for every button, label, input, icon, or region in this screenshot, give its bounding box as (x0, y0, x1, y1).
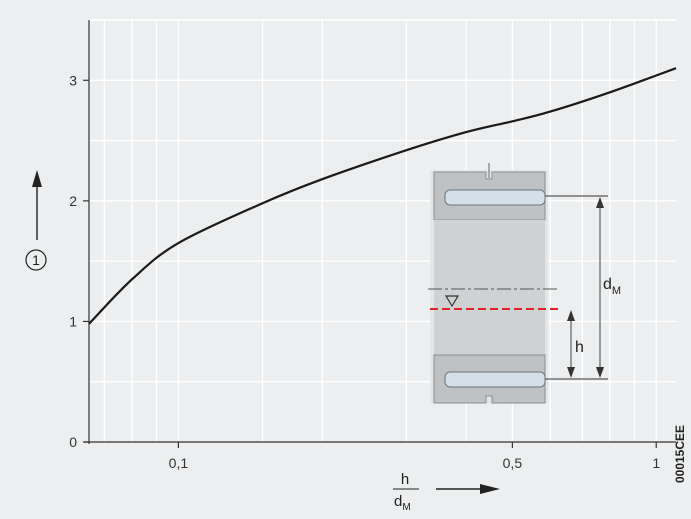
inset-bore (434, 220, 545, 355)
inset-roller-top (444, 189, 546, 206)
series (88, 67, 677, 325)
y-axis-label: 1 (25, 170, 47, 271)
y-axis-label-marker: 1 (32, 252, 40, 268)
inset-dm-arrow-top (596, 197, 604, 208)
grid (89, 19, 676, 442)
inset-level-symbol (444, 295, 460, 308)
bearing-inset-diagram: dM h (428, 163, 621, 404)
figure-code: 00015CEE (673, 425, 687, 483)
inset-roller-bottom (444, 371, 546, 388)
x-tick-label: 0,1 (169, 455, 189, 471)
inset-h-label: h (575, 339, 584, 356)
inset-dm-label: dM (603, 276, 621, 297)
y-tick-label: 0 (69, 434, 77, 450)
y-tick-label: 1 (69, 313, 77, 329)
y-axis-label-arrowhead (32, 170, 42, 187)
x-tick-label: 0,5 (503, 455, 523, 471)
y-axis-label-circle (25, 249, 47, 271)
x-axis-label-arrowhead (480, 484, 500, 494)
x-axis-label-numerator: h (401, 471, 409, 488)
series-line (88, 67, 677, 325)
x-tick-label: 1 (652, 455, 660, 471)
x-axis-label: h dM (393, 471, 500, 513)
y-tick-label: 3 (69, 72, 77, 88)
y-tick-label: 2 (69, 193, 77, 209)
ticks: 0,1 0,5 1 0 1 2 3 (69, 72, 660, 471)
inset-dm-arrow-bottom (596, 367, 604, 378)
inset-h-arrow-top (567, 310, 575, 321)
x-axis-label-denominator: dM (394, 493, 411, 513)
inset-h-arrow-bottom (567, 367, 575, 378)
